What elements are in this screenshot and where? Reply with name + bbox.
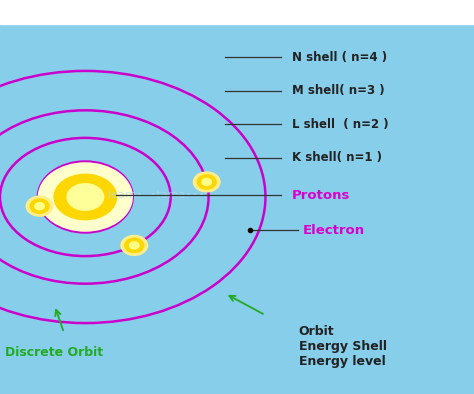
Bar [0, 0, 474, 24]
Ellipse shape [67, 184, 103, 210]
Ellipse shape [26, 196, 53, 216]
Text: Discrete Orbit: Discrete Orbit [5, 346, 103, 359]
Ellipse shape [38, 163, 132, 231]
Ellipse shape [54, 174, 117, 220]
Ellipse shape [197, 175, 216, 189]
Text: L shell  ( n=2 ): L shell ( n=2 ) [292, 118, 388, 130]
Ellipse shape [121, 236, 147, 255]
Text: M shell( n=3 ): M shell( n=3 ) [292, 84, 384, 97]
Ellipse shape [30, 199, 49, 213]
Text: Orbit
Energy Shell
Energy level: Orbit Energy Shell Energy level [299, 325, 387, 368]
Ellipse shape [35, 203, 44, 210]
Text: learn•  •tama•••: learn• •tama••• [108, 190, 205, 200]
Ellipse shape [125, 238, 144, 253]
Text: Electron: Electron [302, 224, 365, 237]
Ellipse shape [129, 242, 139, 249]
Text: N shell ( n=4 ): N shell ( n=4 ) [292, 51, 387, 63]
Text: K shell( n=1 ): K shell( n=1 ) [292, 151, 382, 164]
Ellipse shape [193, 172, 220, 192]
Text: Protons: Protons [292, 189, 350, 201]
Ellipse shape [202, 178, 211, 186]
